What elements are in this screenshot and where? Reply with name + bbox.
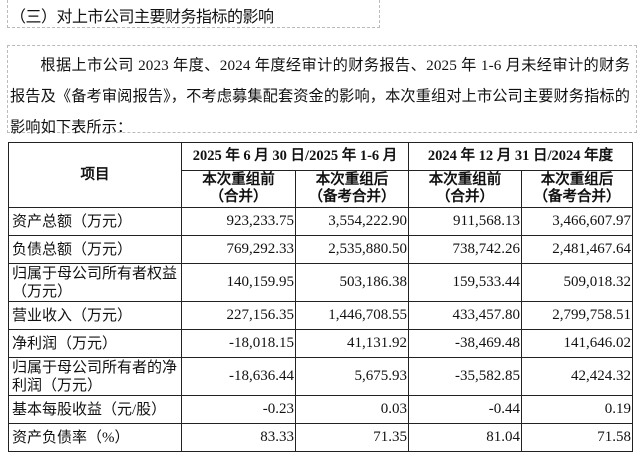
cell-value: 41,131.92 (295, 329, 409, 358)
sub-header: 本次重组后 （备考合并） (295, 170, 409, 208)
cell-value: 3,466,607.97 (521, 207, 633, 236)
paragraph-box (7, 45, 637, 133)
table-row: 归属于母公司所有者的净利润（万元） -18,636.44 5,675.93 -35,5… (8, 357, 633, 396)
cell-value: 769,292.33 (181, 235, 296, 264)
cell-value: -18,636.44 (181, 357, 296, 396)
cell-value: 81.04 (408, 423, 522, 452)
cell-value: 141,646.02 (521, 329, 633, 358)
cell-value: 159,533.44 (408, 263, 522, 302)
row-label: 归属于母公司所有者权益（万元） (8, 263, 182, 302)
cell-value: -0.23 (181, 395, 296, 424)
item-header: 项目 (8, 142, 182, 208)
period-header: 2024 年 12 月 31 日/2024 年度 (408, 142, 633, 171)
table-row: 归属于母公司所有者权益（万元） 140,159.95 503,186.38 159,5… (8, 263, 633, 302)
table-row: 资产负债率（%） 83.33 71.35 81.04 71.58 (8, 423, 633, 452)
sub-header: 本次重组前 （合并） (181, 170, 296, 208)
header-row-sub: 本次重组前 （合并） 本次重组后 （备考合并） 本次重组前 （合并） 本次重组后 （备考… (9, 170, 633, 208)
row-label: 资产总额（万元） (8, 207, 182, 236)
table-row: 资产总额（万元） 923,233.75 3,554,222.90 911,568.13… (8, 207, 633, 236)
cell-value: 2,535,880.50 (295, 235, 409, 264)
table-row: 营业收入（万元） 227,156.35 1,446,708.55 433,457.80… (8, 301, 633, 330)
row-label: 负债总额（万元） (8, 235, 182, 264)
table-row: 负债总额（万元） 769,292.33 2,535,880.50 738,742.26… (8, 235, 633, 264)
cell-value: 83.33 (181, 423, 296, 452)
cell-value: 3,554,222.90 (295, 207, 409, 236)
cell-value: 911,568.13 (408, 207, 522, 236)
cell-value: -38,469.48 (408, 329, 522, 358)
cell-value: 227,156.35 (181, 301, 296, 330)
table-row: 基本每股收益（元/股） -0.23 0.03 -0.44 0.19 (8, 395, 633, 424)
row-label: 净利润（万元） (8, 329, 182, 358)
cell-value: 71.35 (295, 423, 409, 452)
cell-value: 1,446,708.55 (295, 301, 409, 330)
row-label: 资产负债率（%） (8, 423, 182, 452)
intro-paragraph: 根据上市公司 2023 年度、2024 年度经审计的财务报告、2025 年 1-… (10, 57, 630, 136)
cell-value: 5,675.93 (295, 357, 409, 396)
cell-value: 433,457.80 (408, 301, 522, 330)
period-header: 2025 年 6 月 30 日/2025 年 1-6 月 (181, 142, 409, 171)
heading-box (7, 0, 380, 28)
header-row-periods: 项目 2025 年 6 月 30 日/2025 年 1-6 月 2024 年 1… (8, 142, 633, 208)
table-row: 净利润（万元） -18,018.15 41,131.92 -38,469.48 141,… (8, 329, 633, 358)
row-label: 基本每股收益（元/股） (8, 395, 182, 424)
cell-value: 0.19 (521, 395, 633, 424)
cell-value: -0.44 (408, 395, 522, 424)
cell-value: 509,018.32 (521, 263, 633, 302)
sub-header: 本次重组前 （合并） (408, 170, 522, 208)
cell-value: 738,742.26 (408, 235, 522, 264)
cell-value: 923,233.75 (181, 207, 296, 236)
section-heading: （三）对上市公司主要财务指标的影响 (10, 7, 274, 26)
cell-value: 2,799,758.51 (521, 301, 633, 330)
cell-value: -35,582.85 (408, 357, 522, 396)
cell-value: 2,481,467.64 (521, 235, 633, 264)
cell-value: 42,424.32 (521, 357, 633, 396)
cell-value: -18,018.15 (181, 329, 296, 358)
financial-indicators-table: 项目 2025 年 6 月 30 日/2025 年 1-6 月 2024 年 1… (8, 142, 633, 452)
sub-header: 本次重组后 （备考合并） (521, 170, 633, 208)
cell-value: 0.03 (295, 395, 409, 424)
cell-value: 140,159.95 (181, 263, 296, 302)
row-label: 归属于母公司所有者的净利润（万元） (8, 357, 182, 396)
cell-value: 503,186.38 (295, 263, 409, 302)
row-label: 营业收入（万元） (8, 301, 182, 330)
cell-value: 71.58 (521, 423, 633, 452)
